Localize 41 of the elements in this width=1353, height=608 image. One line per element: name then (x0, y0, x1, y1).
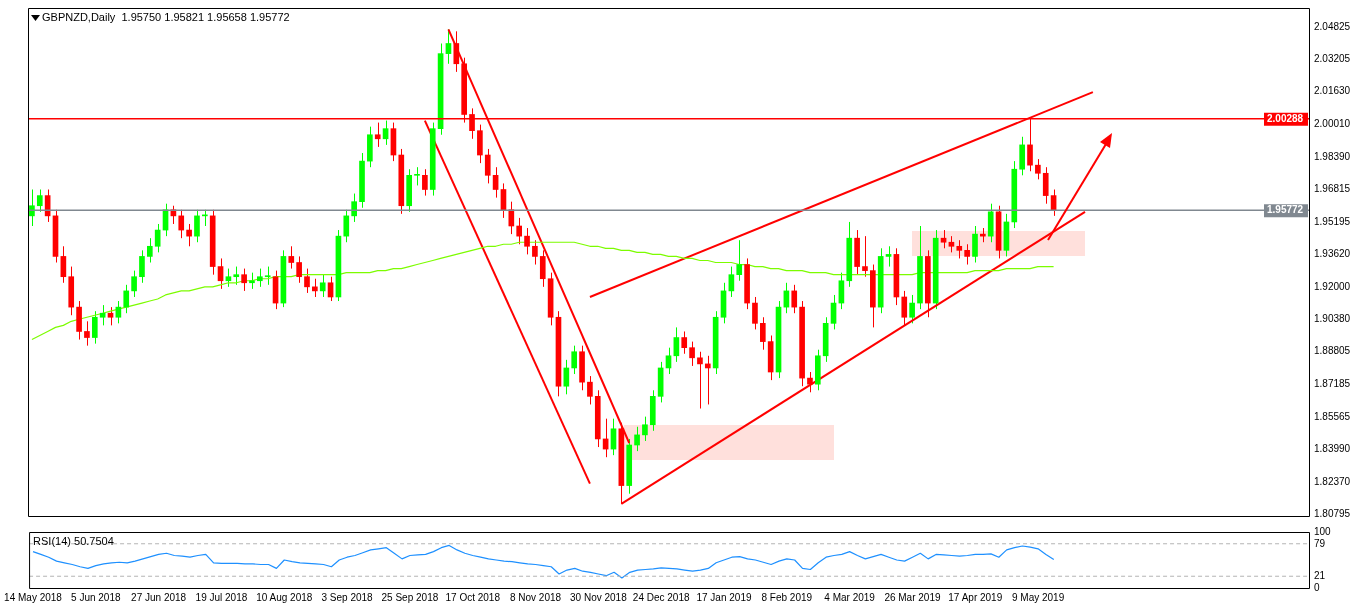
ref-line-label: 1.95772 (1267, 204, 1304, 216)
x-tick-label: 10 Aug 2018 (256, 591, 313, 603)
x-tick-label: 3 Sep 2018 (321, 591, 374, 603)
x-tick-label: 27 Jun 2018 (131, 591, 187, 603)
y-tick-label: 100 (1314, 525, 1332, 537)
y-tick-label: 2.03205 (1314, 53, 1351, 65)
x-tick-label: 17 Apr 2019 (948, 591, 1003, 603)
y-tick-label: 1.98390 (1314, 151, 1351, 163)
x-tick-label: 17 Oct 2018 (445, 591, 501, 603)
y-tick-label: 1.83990 (1314, 443, 1351, 455)
x-tick-label: 4 Mar 2019 (824, 591, 876, 603)
y-tick-label: 1.80795 (1314, 507, 1351, 519)
x-tick-label: 8 Feb 2019 (761, 591, 813, 603)
y-tick-label: 21 (1314, 569, 1326, 581)
x-tick-label: 24 Dec 2018 (632, 591, 690, 603)
x-tick-label: 5 Jun 2018 (71, 591, 121, 603)
y-tick-label: 1.96815 (1314, 182, 1351, 194)
y-tick-label: 2.04825 (1314, 20, 1351, 32)
x-tick-label: 30 Nov 2018 (570, 591, 628, 603)
y-tick-label: 1.93620 (1314, 247, 1351, 259)
y-tick-label: 1.87185 (1314, 378, 1351, 390)
x-tick-label: 17 Jan 2019 (696, 591, 752, 603)
x-tick-label: 19 Jul 2018 (195, 591, 248, 603)
x-tick-label: 14 May 2018 (4, 591, 63, 603)
y-tick-label: 79 (1314, 537, 1326, 549)
x-tick-label: 8 Nov 2018 (509, 591, 562, 603)
ref-line-label: 2.00288 (1267, 112, 1304, 124)
y-tick-label: 1.95195 (1314, 215, 1351, 227)
x-tick-label: 26 Mar 2019 (884, 591, 941, 603)
y-tick-label: 2.01630 (1314, 85, 1351, 97)
y-tick-label: 1.85565 (1314, 411, 1351, 423)
y-tick-label: 1.88805 (1314, 345, 1351, 357)
y-tick-label: 0 (1314, 581, 1320, 593)
chart-title: GBPNZD,Daily 1.95750 1.95821 1.95658 1.95772 (42, 10, 290, 23)
y-tick-label: 1.90380 (1314, 313, 1351, 325)
y-tick-label: 2.00010 (1314, 118, 1351, 130)
y-tick-label: 1.92000 (1314, 280, 1351, 292)
chart-title: RSI(14) 50.7504 (33, 534, 114, 547)
x-tick-label: 25 Sep 2018 (381, 591, 439, 603)
y-tick-label: 1.82370 (1314, 475, 1351, 487)
x-tick-label: 9 May 2019 (1011, 591, 1065, 603)
